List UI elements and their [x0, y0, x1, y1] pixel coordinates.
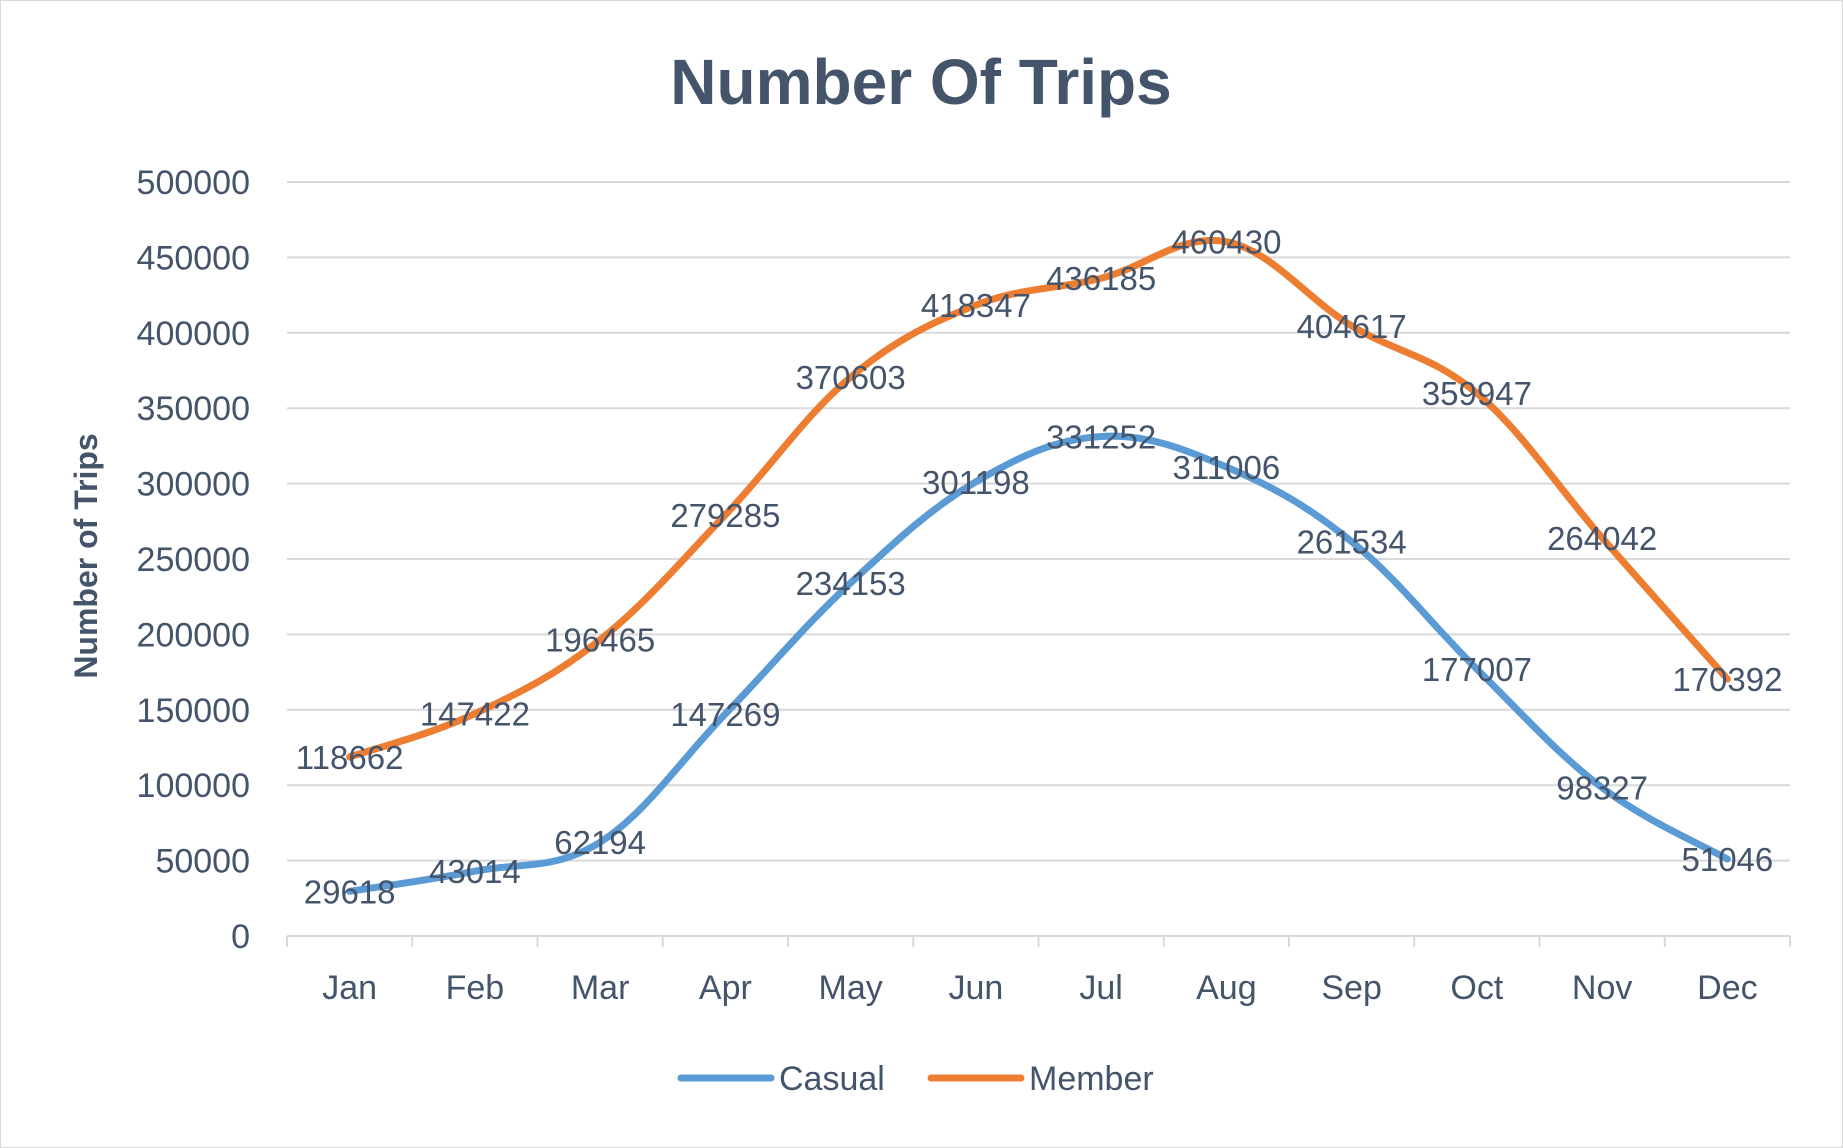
data-label-casual: 311006: [1173, 449, 1281, 486]
y-tick-label: 250000: [137, 541, 250, 579]
data-labels: 29618 43014 62194 147269 234153 301198 331252 3…: [296, 224, 1783, 911]
data-label-casual: 177007: [1422, 651, 1532, 688]
x-tick-label: Jan: [322, 969, 377, 1007]
data-label-casual: 98327: [1556, 770, 1648, 807]
data-label-member: 170392: [1672, 661, 1782, 698]
y-tick-label: 50000: [155, 843, 250, 881]
y-axis-label: Number of Trips: [68, 433, 104, 678]
data-label-casual: 62194: [554, 824, 646, 861]
data-label-member: 279285: [670, 497, 780, 534]
x-tick-label: Nov: [1572, 969, 1632, 1007]
x-tick-label: Sep: [1321, 969, 1382, 1007]
data-label-casual: 331252: [1046, 418, 1156, 455]
x-tick-label: Oct: [1450, 969, 1503, 1007]
x-axis-ticks: Jan Feb Mar Apr May Jun Jul Aug Sep Oct Nov Dec: [322, 969, 1757, 1007]
y-axis-ticks: 0 50000 100000 150000 200000 250000 300000 3500…: [137, 164, 250, 956]
data-label-casual: 301198: [922, 464, 1030, 501]
legend: Casual Member: [677, 1060, 1154, 1098]
y-tick-label: 350000: [137, 390, 250, 428]
data-label-member: 404617: [1297, 308, 1407, 345]
x-tick-label: Jun: [948, 969, 1003, 1007]
legend-label-member: Member: [1029, 1060, 1154, 1098]
data-label-casual: 29618: [304, 873, 396, 910]
y-tick-label: 500000: [137, 164, 250, 202]
x-tick-label: Dec: [1697, 969, 1757, 1007]
x-tick-label: Aug: [1196, 969, 1257, 1007]
series-lines: [346, 236, 1731, 895]
x-tick-label: Apr: [699, 969, 752, 1007]
y-tick-label: 450000: [137, 239, 250, 277]
data-label-member: 196465: [545, 622, 655, 659]
y-tick-label: 300000: [137, 466, 250, 504]
data-label-member: 418347: [921, 287, 1031, 324]
series-line-member: [346, 236, 1731, 761]
data-label-member: 370603: [796, 359, 906, 396]
data-label-member: 118662: [296, 739, 404, 776]
data-label-member: 436185: [1046, 260, 1156, 297]
chart-title: Number Of Trips: [670, 46, 1171, 118]
x-tick-label: Mar: [571, 969, 630, 1007]
data-label-member: 264042: [1547, 520, 1657, 557]
x-tick-label: Feb: [446, 969, 505, 1007]
data-label-casual: 51046: [1681, 841, 1773, 878]
data-label-casual: 261534: [1297, 524, 1407, 561]
data-label-member: 460430: [1171, 224, 1281, 261]
y-tick-label: 400000: [137, 315, 250, 353]
data-label-member: 147422: [420, 696, 530, 733]
x-tick-label: Jul: [1079, 969, 1122, 1007]
y-tick-label: 200000: [137, 616, 250, 654]
series-line-casual: [346, 432, 1731, 895]
legend-label-casual: Casual: [779, 1060, 885, 1098]
data-label-casual: 147269: [670, 696, 780, 733]
data-label-casual: 234153: [796, 565, 906, 602]
x-axis: [286, 935, 1791, 947]
data-label-casual: 43014: [429, 853, 521, 890]
x-tick-label: May: [819, 969, 883, 1007]
data-label-member: 359947: [1422, 375, 1532, 412]
y-tick-label: 0: [231, 918, 250, 956]
y-tick-label: 150000: [137, 692, 250, 730]
y-tick-label: 100000: [137, 767, 250, 805]
